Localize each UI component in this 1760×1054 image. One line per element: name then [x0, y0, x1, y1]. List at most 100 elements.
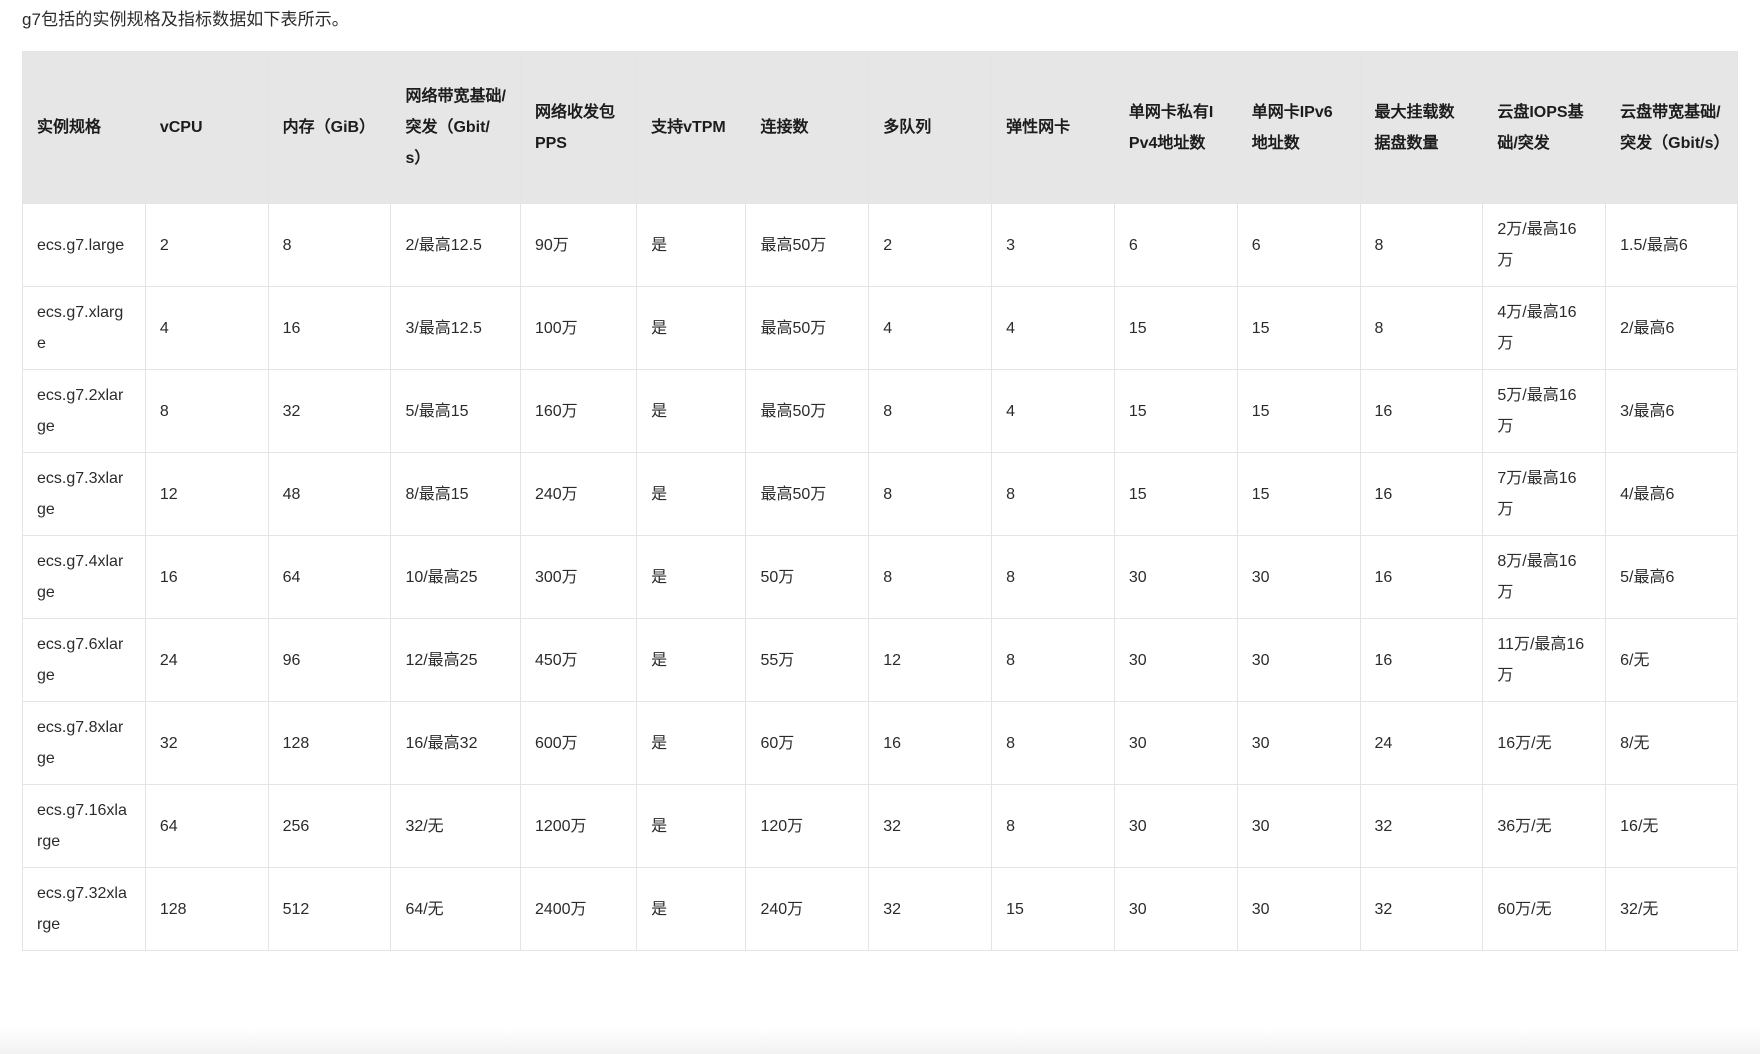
cell-connections: 最高50万 — [745, 369, 870, 453]
cell-network-pps: 160万 — [520, 369, 638, 453]
cell-disk-iops: 11万/最高16万 — [1482, 618, 1607, 702]
cell-network-bandwidth: 3/最高12.5 — [390, 286, 521, 370]
table-body: ecs.g7.large 2 8 2/最高12.5 90万 是 最高50万 2 … — [22, 203, 1738, 951]
cell-ipv4-per-nic: 30 — [1114, 618, 1238, 702]
cell-vcpu: 4 — [145, 286, 269, 370]
cell-disk-iops: 4万/最高16万 — [1482, 286, 1607, 370]
cell-connections: 50万 — [745, 535, 870, 619]
cell-ipv6-per-nic: 15 — [1237, 452, 1361, 536]
cell-vcpu: 32 — [145, 701, 269, 785]
cell-max-data-disks: 24 — [1360, 701, 1484, 785]
cell-instance-type: ecs.g7.2xlarge — [22, 369, 146, 453]
cell-elastic-nic: 3 — [991, 203, 1115, 287]
cell-max-data-disks: 16 — [1360, 369, 1484, 453]
cell-multi-queue: 8 — [868, 535, 993, 619]
table-row: ecs.g7.xlarge 4 16 3/最高12.5 100万 是 最高50万… — [22, 286, 1738, 370]
cell-ipv6-per-nic: 15 — [1237, 369, 1361, 453]
cell-disk-iops: 7万/最高16万 — [1482, 452, 1607, 536]
cell-ipv4-per-nic: 15 — [1114, 369, 1238, 453]
cell-multi-queue: 32 — [868, 867, 993, 951]
column-header-vtpm-support: 支持vTPM — [636, 51, 747, 204]
cell-vcpu: 24 — [145, 618, 269, 702]
table-row: ecs.g7.3xlarge 12 48 8/最高15 240万 是 最高50万… — [22, 452, 1738, 536]
cell-multi-queue: 16 — [868, 701, 993, 785]
cell-vtpm-support: 是 — [636, 784, 747, 868]
cell-multi-queue: 8 — [868, 369, 993, 453]
cell-memory: 96 — [268, 618, 392, 702]
cell-disk-bandwidth: 1.5/最高6 — [1605, 203, 1738, 287]
cell-disk-bandwidth: 4/最高6 — [1605, 452, 1738, 536]
cell-memory: 48 — [268, 452, 392, 536]
cell-ipv6-per-nic: 30 — [1237, 618, 1361, 702]
cell-max-data-disks: 8 — [1360, 286, 1484, 370]
cell-network-pps: 90万 — [520, 203, 638, 287]
cell-vcpu: 2 — [145, 203, 269, 287]
column-header-network-bandwidth: 网络带宽基础/突发（Gbit/s） — [390, 51, 521, 204]
cell-vcpu: 16 — [145, 535, 269, 619]
table-row: ecs.g7.16xlarge 64 256 32/无 1200万 是 120万… — [22, 784, 1738, 868]
cell-vtpm-support: 是 — [636, 369, 747, 453]
cell-connections: 最高50万 — [745, 286, 870, 370]
cell-elastic-nic: 8 — [991, 452, 1115, 536]
cell-network-bandwidth: 16/最高32 — [390, 701, 521, 785]
cell-multi-queue: 8 — [868, 452, 993, 536]
cell-max-data-disks: 16 — [1360, 452, 1484, 536]
cell-network-pps: 2400万 — [520, 867, 638, 951]
header-row: 实例规格 vCPU 内存（GiB） 网络带宽基础/突发（Gbit/s） 网络收发… — [22, 51, 1738, 204]
cell-elastic-nic: 8 — [991, 535, 1115, 619]
cell-disk-iops: 8万/最高16万 — [1482, 535, 1607, 619]
cell-ipv6-per-nic: 15 — [1237, 286, 1361, 370]
table-row: ecs.g7.large 2 8 2/最高12.5 90万 是 最高50万 2 … — [22, 203, 1738, 287]
cell-multi-queue: 2 — [868, 203, 993, 287]
cell-disk-iops: 5万/最高16万 — [1482, 369, 1607, 453]
column-header-connections: 连接数 — [745, 51, 870, 204]
cell-vcpu: 64 — [145, 784, 269, 868]
table-row: ecs.g7.6xlarge 24 96 12/最高25 450万 是 55万 … — [22, 618, 1738, 702]
cell-disk-bandwidth: 2/最高6 — [1605, 286, 1738, 370]
cell-instance-type: ecs.g7.32xlarge — [22, 867, 146, 951]
table-row: ecs.g7.2xlarge 8 32 5/最高15 160万 是 最高50万 … — [22, 369, 1738, 453]
cell-connections: 60万 — [745, 701, 870, 785]
intro-paragraph: g7包括的实例规格及指标数据如下表所示。 — [22, 10, 349, 29]
cell-connections: 55万 — [745, 618, 870, 702]
cell-network-pps: 240万 — [520, 452, 638, 536]
cell-memory: 512 — [268, 867, 392, 951]
cell-instance-type: ecs.g7.xlarge — [22, 286, 146, 370]
column-header-disk-bandwidth: 云盘带宽基础/突发（Gbit/s） — [1605, 51, 1738, 204]
cell-disk-bandwidth: 8/无 — [1605, 701, 1738, 785]
cell-memory: 8 — [268, 203, 392, 287]
cell-ipv4-per-nic: 30 — [1114, 784, 1238, 868]
cell-network-pps: 300万 — [520, 535, 638, 619]
cell-disk-bandwidth: 5/最高6 — [1605, 535, 1738, 619]
cell-ipv4-per-nic: 30 — [1114, 535, 1238, 619]
cell-vtpm-support: 是 — [636, 452, 747, 536]
bottom-fade-overlay — [0, 1028, 1760, 1054]
cell-elastic-nic: 8 — [991, 784, 1115, 868]
column-header-ipv6-per-nic: 单网卡IPv6地址数 — [1237, 51, 1361, 204]
cell-network-pps: 600万 — [520, 701, 638, 785]
cell-network-bandwidth: 12/最高25 — [390, 618, 521, 702]
cell-instance-type: ecs.g7.3xlarge — [22, 452, 146, 536]
cell-memory: 128 — [268, 701, 392, 785]
cell-vtpm-support: 是 — [636, 618, 747, 702]
table-row: ecs.g7.4xlarge 16 64 10/最高25 300万 是 50万 … — [22, 535, 1738, 619]
cell-vtpm-support: 是 — [636, 701, 747, 785]
table-row: ecs.g7.32xlarge 128 512 64/无 2400万 是 240… — [22, 867, 1738, 951]
cell-disk-iops: 36万/无 — [1482, 784, 1607, 868]
cell-vtpm-support: 是 — [636, 867, 747, 951]
cell-ipv6-per-nic: 30 — [1237, 535, 1361, 619]
cell-memory: 32 — [268, 369, 392, 453]
cell-connections: 最高50万 — [745, 203, 870, 287]
column-header-disk-iops: 云盘IOPS基础/突发 — [1482, 51, 1607, 204]
cell-connections: 240万 — [745, 867, 870, 951]
cell-vcpu: 12 — [145, 452, 269, 536]
cell-disk-bandwidth: 32/无 — [1605, 867, 1738, 951]
cell-elastic-nic: 4 — [991, 369, 1115, 453]
cell-disk-bandwidth: 6/无 — [1605, 618, 1738, 702]
cell-disk-iops: 16万/无 — [1482, 701, 1607, 785]
cell-elastic-nic: 15 — [991, 867, 1115, 951]
cell-network-bandwidth: 64/无 — [390, 867, 521, 951]
column-header-multi-queue: 多队列 — [868, 51, 993, 204]
cell-connections: 最高50万 — [745, 452, 870, 536]
